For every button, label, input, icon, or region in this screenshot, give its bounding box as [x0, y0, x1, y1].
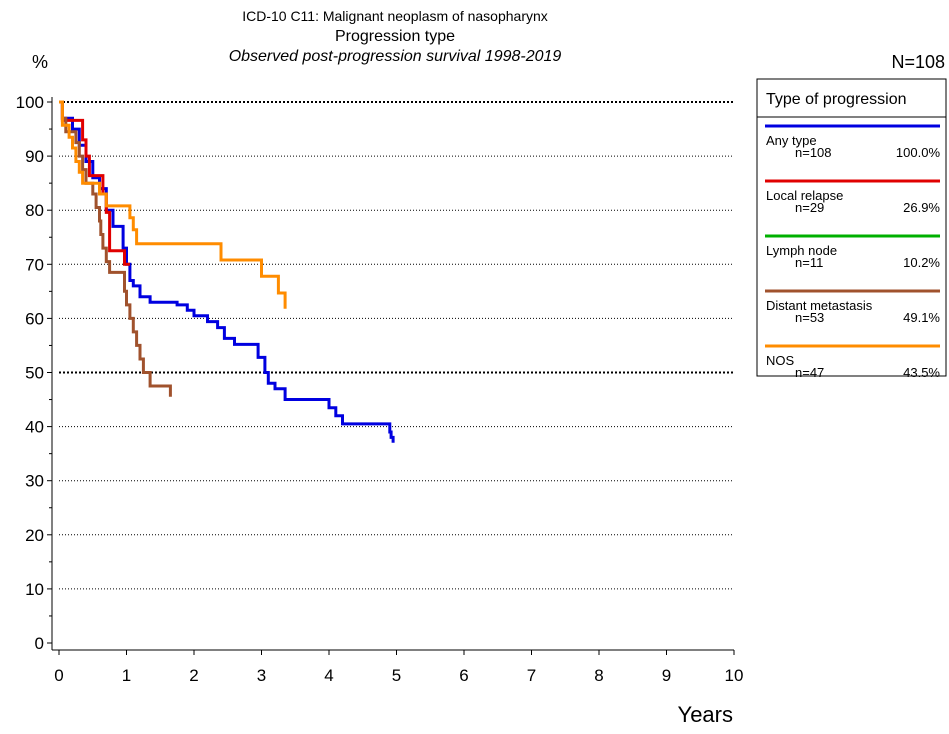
x-tick-label: 7 [527, 666, 536, 685]
x-tick-label: 6 [459, 666, 468, 685]
legend-share: 43.5% [903, 365, 940, 380]
x-tick-label: 10 [725, 666, 744, 685]
total-label: N=108 [891, 52, 945, 72]
chart-subtitle: Progression type [335, 28, 455, 45]
legend-share: 10.2% [903, 255, 940, 270]
legend-share: 26.9% [903, 200, 940, 215]
y-tick-label: 100 [16, 93, 44, 112]
y-tick-label: 0 [35, 634, 44, 653]
x-tick-label: 3 [257, 666, 266, 685]
y-tick-label: 90 [25, 147, 44, 166]
chart-title: ICD-10 C11: Malignant neoplasm of nasoph… [242, 8, 548, 24]
y-tick-label: 20 [25, 526, 44, 545]
legend-label: Lymph node [766, 243, 837, 258]
survival-curve [59, 100, 130, 266]
legend-label: NOS [766, 353, 795, 368]
survival-curve [59, 100, 395, 443]
legend-share: 49.1% [903, 310, 940, 325]
y-tick-label: 70 [25, 255, 44, 274]
legend-n: n=53 [795, 310, 824, 325]
x-tick-label: 1 [122, 666, 131, 685]
y-tick-label: 10 [25, 580, 44, 599]
legend-share: 100.0% [896, 145, 941, 160]
legend-label: Any type [766, 133, 817, 148]
legend-n: n=108 [795, 145, 832, 160]
survival-curve [59, 100, 287, 309]
x-tick-label: 2 [189, 666, 198, 685]
x-axis-label: Years [678, 702, 733, 727]
chart-caption: Observed post-progression survival 1998-… [229, 48, 562, 65]
x-tick-label: 9 [662, 666, 671, 685]
legend-n: n=11 [795, 255, 823, 270]
x-tick-label: 8 [594, 666, 603, 685]
x-tick-label: 0 [54, 666, 63, 685]
legend-n: n=47 [795, 365, 824, 380]
legend-n: n=29 [795, 200, 824, 215]
y-tick-label: 80 [25, 201, 44, 220]
y-axis-label: % [32, 52, 48, 72]
legend-box [756, 78, 947, 377]
x-tick-label: 5 [392, 666, 401, 685]
legend-title: Type of progression [766, 91, 907, 108]
y-tick-label: 40 [25, 418, 44, 437]
y-tick-label: 60 [25, 309, 44, 328]
y-tick-label: 50 [25, 364, 44, 383]
x-tick-label: 4 [324, 666, 333, 685]
legend-label: Distant metastasis [766, 298, 873, 313]
survival-curve [59, 100, 172, 397]
legend-label: Local relapse [766, 188, 843, 203]
y-tick-label: 30 [25, 472, 44, 491]
